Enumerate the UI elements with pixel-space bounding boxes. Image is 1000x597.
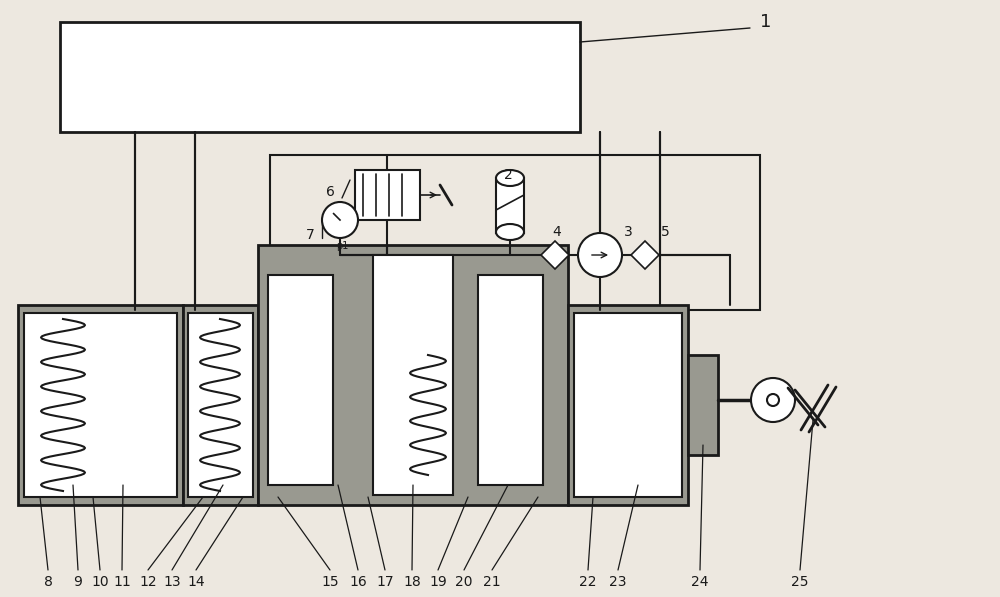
Text: 7: 7 bbox=[306, 228, 315, 242]
Ellipse shape bbox=[496, 170, 524, 186]
Text: 18: 18 bbox=[403, 575, 421, 589]
Bar bbox=[24, 313, 177, 497]
Bar bbox=[373, 255, 453, 495]
Bar bbox=[574, 313, 682, 497]
Text: 13: 13 bbox=[163, 575, 181, 589]
Text: 3: 3 bbox=[624, 225, 632, 239]
Ellipse shape bbox=[496, 224, 524, 240]
Text: 15: 15 bbox=[321, 575, 339, 589]
Text: p1: p1 bbox=[336, 241, 348, 251]
Bar bbox=[496, 178, 524, 233]
Text: 2: 2 bbox=[504, 168, 512, 182]
Text: 23: 23 bbox=[609, 575, 627, 589]
Text: 1: 1 bbox=[760, 13, 771, 31]
Text: 20: 20 bbox=[455, 575, 473, 589]
Bar bbox=[568, 305, 688, 505]
Bar bbox=[478, 275, 543, 485]
Polygon shape bbox=[631, 241, 659, 269]
Text: 5: 5 bbox=[661, 225, 669, 239]
Text: 16: 16 bbox=[349, 575, 367, 589]
Text: 14: 14 bbox=[187, 575, 205, 589]
Text: 6: 6 bbox=[326, 185, 335, 199]
Bar bbox=[258, 245, 568, 505]
Text: 19: 19 bbox=[429, 575, 447, 589]
Circle shape bbox=[767, 394, 779, 406]
Text: 9: 9 bbox=[74, 575, 82, 589]
Text: 4: 4 bbox=[553, 225, 561, 239]
Bar bbox=[183, 305, 258, 505]
Circle shape bbox=[578, 233, 622, 277]
Text: 12: 12 bbox=[139, 575, 157, 589]
Bar bbox=[270, 155, 760, 310]
Text: 8: 8 bbox=[44, 575, 52, 589]
Circle shape bbox=[751, 378, 795, 422]
Text: 25: 25 bbox=[791, 575, 809, 589]
Text: 17: 17 bbox=[376, 575, 394, 589]
Bar bbox=[18, 305, 183, 505]
Polygon shape bbox=[541, 241, 569, 269]
Text: 22: 22 bbox=[579, 575, 597, 589]
Text: 21: 21 bbox=[483, 575, 501, 589]
Text: 10: 10 bbox=[91, 575, 109, 589]
Circle shape bbox=[322, 202, 358, 238]
Bar bbox=[688, 355, 718, 455]
Bar bbox=[188, 313, 253, 497]
Bar bbox=[355, 170, 420, 220]
Text: 11: 11 bbox=[113, 575, 131, 589]
Bar bbox=[60, 22, 580, 132]
Text: 24: 24 bbox=[691, 575, 709, 589]
Bar bbox=[268, 275, 333, 485]
